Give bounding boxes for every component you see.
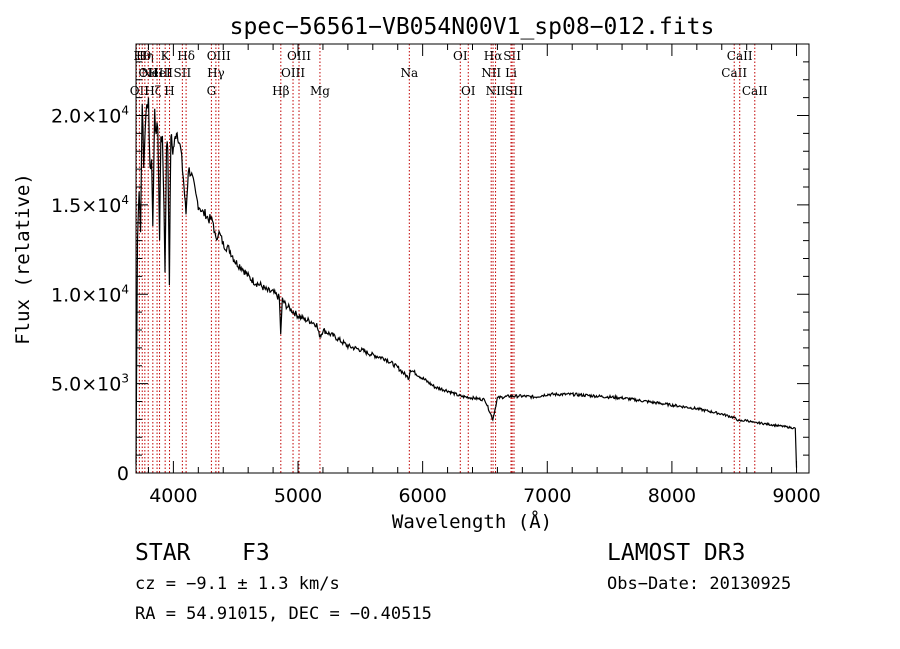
line-label-27: SII <box>505 84 523 98</box>
line-label-23: Hα <box>484 49 503 63</box>
line-label-22: NII <box>481 66 501 80</box>
line-label-24: NII <box>486 84 506 98</box>
line-label-16: OIII <box>281 66 305 80</box>
survey-label: LAMOST DR3 <box>607 540 746 566</box>
observation-date: Obs−Date: 20130925 <box>607 574 792 594</box>
line-label-21: OI <box>461 84 476 98</box>
axis-ticks: 4000 5000 6000 7000 8000 9000 0 5.0×103 1.0×104 1… <box>51 44 821 507</box>
line-label-3: Hη <box>136 49 154 63</box>
x-axis-label: Wavelength (Å) <box>392 510 552 533</box>
x-tick-label: 8000 <box>648 485 696 507</box>
x-tick-label: 5000 <box>274 485 322 507</box>
line-label-9: H <box>164 84 174 98</box>
y-tick-label: 0 <box>117 463 129 485</box>
line-label-15: Hβ <box>272 84 289 98</box>
y-tick-exponent: 4 <box>121 104 129 118</box>
y-tick-exponent: 3 <box>121 372 129 386</box>
ra-dec-coordinates: RA = 54.91015, DEC = −0.40515 <box>135 604 432 624</box>
line-label-17: OIII <box>287 49 311 63</box>
x-tick-label: 9000 <box>772 485 820 507</box>
x-tick-label: 4000 <box>149 485 197 507</box>
line-label-25: Li <box>505 66 517 80</box>
line-label-29: CaII <box>727 49 753 63</box>
line-label-2: Hθ <box>133 49 151 63</box>
line-label-14: OIII <box>207 49 231 63</box>
flux-series-line <box>135 97 798 468</box>
chart-title: spec−56561−VB054N00V1_sp08−012.fits <box>230 14 715 40</box>
plot-frame <box>135 43 810 474</box>
y-axis-label: Flux (relative) <box>12 173 34 345</box>
line-label-10: SII <box>174 66 192 80</box>
x-tick-label: 6000 <box>398 485 446 507</box>
object-class: STAR <box>135 540 191 566</box>
line-label-7: HeI <box>148 66 171 80</box>
y-tick-label: 1.5×104 <box>51 193 129 217</box>
line-label-20: OI <box>453 49 468 63</box>
spectral-line-markers: OIIHθHηOIIHζNeIIIHeIKHSIIHδGHγOIIIHβOIII… <box>130 44 768 473</box>
line-label-18: Mg <box>310 84 330 98</box>
y-tick-exponent: 4 <box>121 282 129 296</box>
line-label-12: G <box>207 84 217 98</box>
line-label-28: CaII <box>721 66 747 80</box>
redshift-cz: cz = −9.1 ± 1.3 km/s <box>135 574 340 594</box>
line-label-26: SII <box>503 49 521 63</box>
line-label-11: Hδ <box>177 49 195 63</box>
y-tick-exponent: 4 <box>121 193 129 207</box>
line-label-8: K <box>161 49 171 63</box>
y-tick-label: 2.0×104 <box>51 104 129 128</box>
y-tick-label: 5.0×103 <box>51 372 129 396</box>
line-label-19: Na <box>400 66 418 80</box>
line-label-13: Hγ <box>207 66 225 80</box>
y-tick-label: 1.0×104 <box>51 282 129 306</box>
line-label-30: CaII <box>742 84 768 98</box>
object-subclass: F3 <box>242 540 270 566</box>
x-tick-label: 7000 <box>523 485 571 507</box>
